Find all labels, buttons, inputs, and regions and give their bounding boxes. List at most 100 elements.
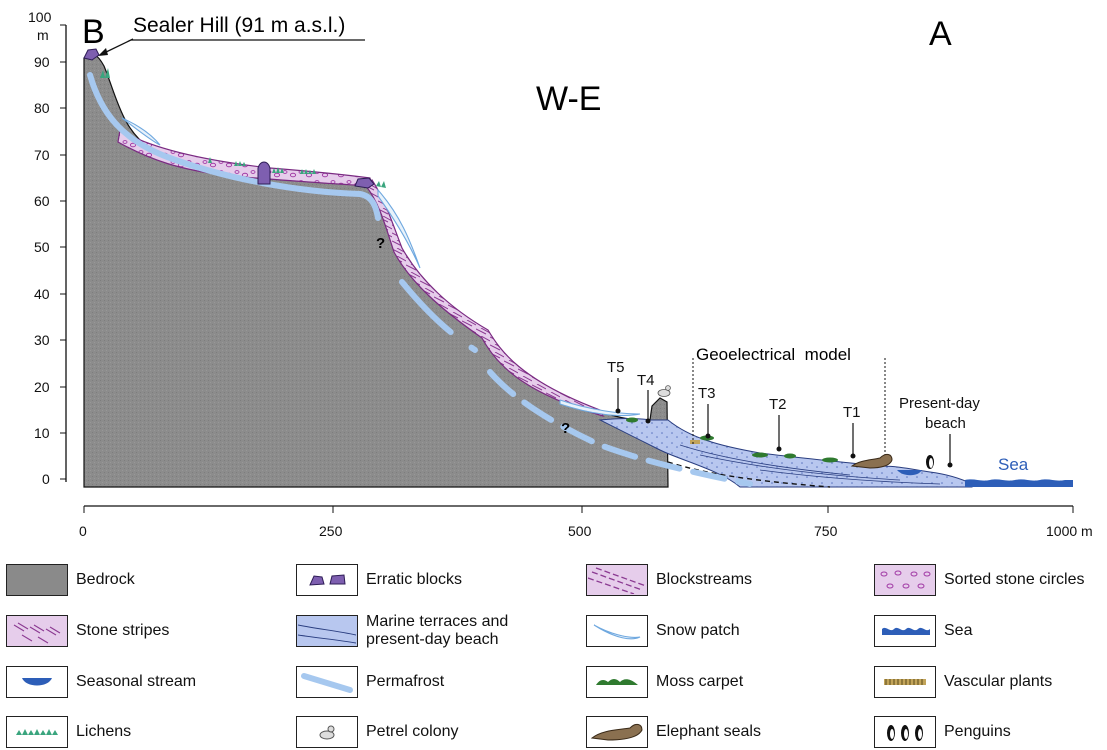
permafrost-line [399,279,478,353]
legend-item: Penguins [874,714,1011,750]
marine-terrace-lines [679,444,941,485]
terrace-label-t5: T5 [607,359,625,376]
present-beach-pointer-dot [947,462,953,468]
seasonal-stream [897,470,922,476]
sorted-stone-circles-icon [874,564,936,596]
legend-label: Sea [944,622,973,639]
panel-letter-right: A [929,15,952,53]
y-tick-label: 70 [34,147,50,163]
bedrock-profile [83,53,669,488]
vascular-plants-icon [874,666,936,698]
legend-label: Petrel colony [366,723,459,740]
sea-body [965,479,1073,487]
y-tick-label: 50 [34,239,50,255]
legend-item: Lichens [6,714,131,750]
elephant-seal [850,453,893,469]
legend-label: Elephant seals [656,723,761,740]
lichens-patches [100,68,386,188]
legend-label: Erratic blocks [366,571,463,588]
legend-item: Vascular plants [874,664,1052,700]
terrace-label-t3: T3 [698,385,716,402]
question-mark-2: ? [561,420,570,437]
legend-label: Sorted stone circles [944,571,1085,588]
snow-patch-icon [586,615,648,647]
legend-item: Marine terraces and present-day beach [296,613,526,649]
legend: Bedrock Erratic blocks Blockstreams Sort… [0,556,1107,750]
y-tick-label: 90 [34,54,50,70]
vascular-plants-patch [690,440,700,444]
legend-label: Seasonal stream [76,673,197,690]
terrace-label-t4: T4 [637,372,655,389]
seasonal-stream-icon [6,666,68,698]
sea-icon [874,615,936,647]
x-tick-label: 0 [79,523,87,539]
site-label-arrow [101,38,134,55]
terrace-label-t2: T2 [769,396,787,413]
terrace-markers: T5 T4 T3 T2 T1 [607,359,861,459]
y-tick-label: 60 [34,193,50,209]
legend-item: Snow patch [586,613,740,649]
moss-carpet-patches [626,417,838,463]
permafrost-line [487,369,753,487]
x-tick-label: 500 [568,523,592,539]
stone-stripes-icon [6,615,68,647]
y-tick-label: 30 [34,332,50,348]
x-tick-label: 1000 m [1046,523,1093,539]
question-mark-1: ? [376,235,385,252]
legend-item: Elephant seals [586,714,761,750]
erratic-block [83,48,100,61]
erratic-blocks-icon [296,564,358,596]
penguins-icon [874,716,936,748]
petrel [657,385,671,397]
legend-item: Erratic blocks [296,562,462,598]
moss-carpet-icon [586,666,648,698]
lichens-icon [6,716,68,748]
site-label-arrowhead [98,48,108,56]
legend-label: Penguins [944,723,1011,740]
stone-stripes-layer [365,179,605,417]
geoelectrical-model-label: Geoelectrical model [696,345,851,364]
legend-label: Vascular plants [944,673,1053,690]
y-tick-label: 100 [28,9,52,25]
elephant-seals-icon [586,716,648,748]
legend-label: Lichens [76,723,132,740]
sea-label: Sea [998,455,1029,474]
legend-item: Seasonal stream [6,664,196,700]
bedrock-contact-dashed [667,461,831,488]
blockstreams-icon [586,564,648,596]
legend-label: Bedrock [76,571,135,588]
y-axis-unit: m [37,27,49,43]
present-beach-label-1: Present-day [899,395,980,412]
legend-item: Sea [874,613,972,649]
erratic-block [257,161,271,185]
permafrost-icon [296,666,358,698]
snow-patch [559,399,641,417]
legend-item: Blockstreams [586,562,752,598]
legend-label: Permafrost [366,673,445,690]
terrace-label-t1: T1 [843,404,861,421]
y-tick-label: 0 [42,471,50,487]
snow-patch [377,188,421,269]
marine-terraces-icon [296,615,358,647]
x-axis: 0 250 500 750 1000 m [79,505,1093,539]
legend-label: Moss carpet [656,673,744,690]
petrel-colony-icon [296,716,358,748]
legend-item: Permafrost [296,664,444,700]
y-tick-label: 10 [34,425,50,441]
erratic-block [354,177,375,189]
y-tick-label: 20 [34,379,50,395]
legend-label: Stone stripes [76,622,170,639]
legend-item: Bedrock [6,562,135,598]
y-tick-label: 80 [34,100,50,116]
bedrock-swatch-icon [6,564,68,596]
permafrost-line [87,72,381,221]
legend-label: Snow patch [656,622,740,639]
legend-label: Blockstreams [656,571,753,588]
y-tick-label: 40 [34,286,50,302]
legend-item: Moss carpet [586,664,743,700]
y-axis: 100 m 90 80 70 60 50 40 30 20 10 0 [28,9,67,487]
legend-label: Marine terraces and present-day beach [366,613,509,648]
penguin [926,455,934,469]
snow-patch [121,117,161,146]
